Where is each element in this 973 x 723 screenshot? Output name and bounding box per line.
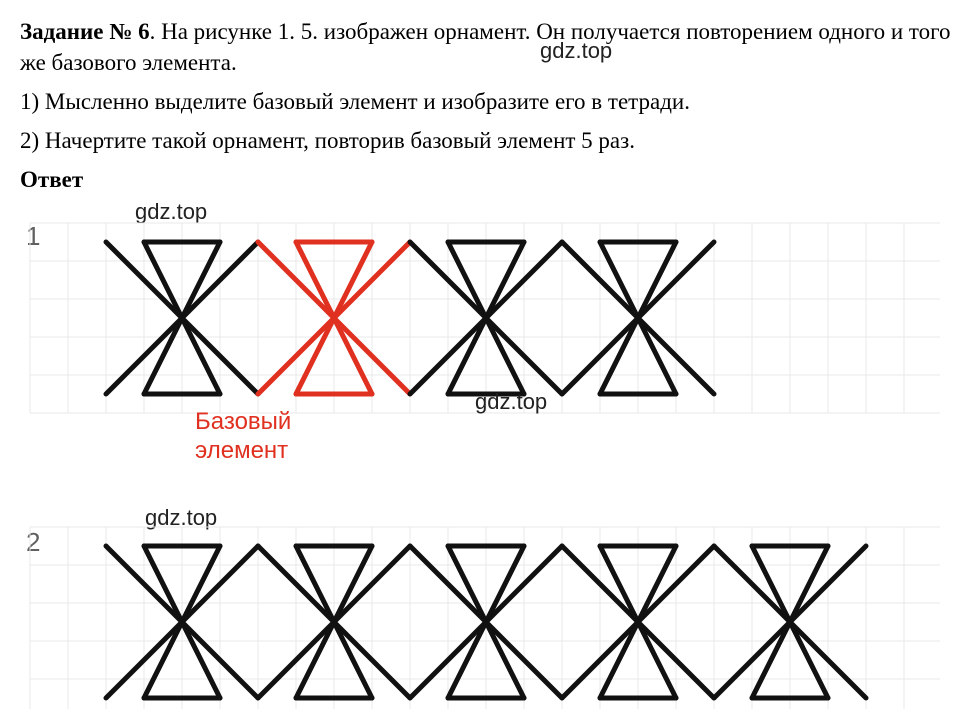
base-l1: Базовый	[195, 408, 291, 435]
task-q2: 2) Начертите такой орнамент, повторив ба…	[20, 125, 953, 156]
task-number: Задание № 6	[20, 19, 150, 44]
task-sentence: . На рисунке 1. 5. изображен орнамент. О…	[20, 19, 951, 75]
diagram-1-area: gdz.top 1 gdz.top Базовый элемент	[20, 203, 940, 493]
base-element-label: Базовый элемент	[195, 408, 291, 466]
task-q1: 1) Мысленно выделите базовый элемент и и…	[20, 86, 953, 117]
answer-label: Ответ	[20, 164, 953, 195]
diagram-2-area: gdz.top 2	[20, 509, 940, 719]
diagram-1-svg	[20, 203, 940, 473]
diagram-2-svg	[20, 509, 940, 709]
task-heading-block: Задание № 6. На рисунке 1. 5. изображен …	[20, 16, 953, 78]
base-l2: элемент	[195, 437, 288, 464]
